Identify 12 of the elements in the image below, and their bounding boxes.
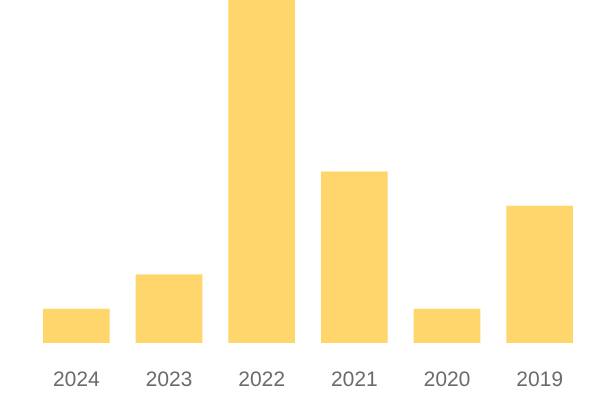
x-tick-label: 2020 bbox=[424, 368, 470, 391]
bar bbox=[42, 308, 110, 343]
bar bbox=[136, 274, 202, 343]
bar bbox=[320, 172, 388, 343]
x-tick-label: 2022 bbox=[238, 368, 286, 391]
bar bbox=[506, 206, 574, 343]
x-tick-label: 2023 bbox=[146, 368, 192, 391]
x-tick-label: 2024 bbox=[52, 368, 100, 391]
x-tick-label: 2019 bbox=[516, 368, 564, 391]
bar bbox=[228, 0, 296, 343]
x-tick-label: 2021 bbox=[330, 368, 378, 391]
bar bbox=[414, 308, 480, 343]
